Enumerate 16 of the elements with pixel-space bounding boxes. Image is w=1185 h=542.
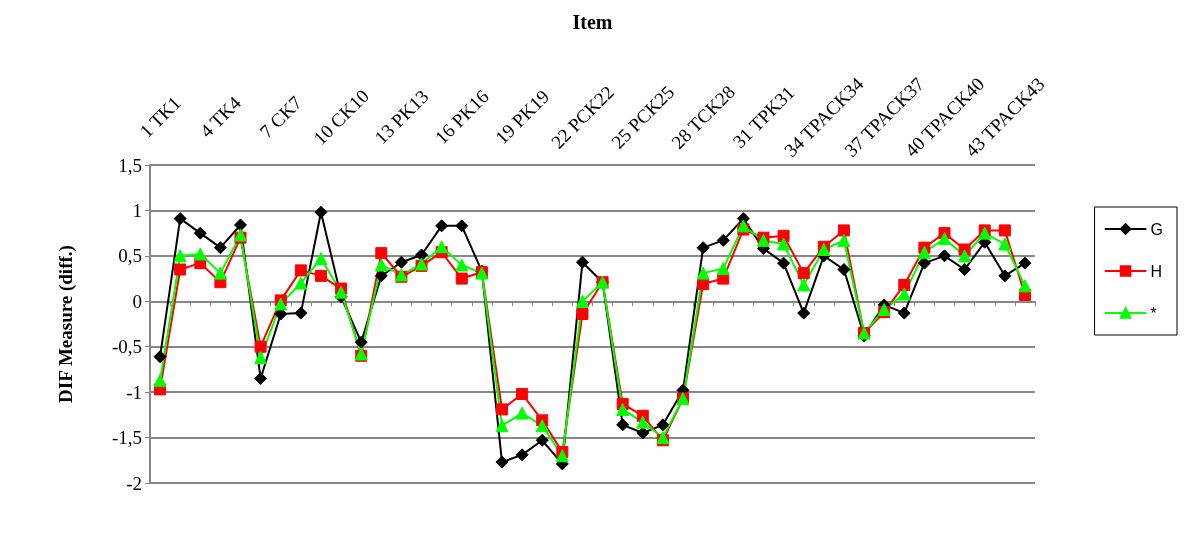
x-tick-label: 4 TK4 — [195, 92, 246, 142]
y-tick-label: -2 — [126, 472, 142, 494]
y-tick-label: 0,5 — [118, 245, 142, 267]
y-tick-label: 1 — [132, 199, 142, 221]
legend-label: * — [1150, 304, 1157, 322]
y-tick-label: -1,5 — [111, 427, 142, 449]
y-axis-title: DIF Measure (diff.) — [55, 245, 77, 403]
legend-label: G — [1150, 220, 1164, 238]
legend-label: H — [1150, 262, 1163, 280]
y-tick-label: 0 — [132, 290, 142, 312]
x-axis-title: Item — [572, 11, 613, 33]
y-tick-label: -0,5 — [111, 336, 142, 358]
y-tick-label: 1,5 — [118, 154, 142, 176]
x-tick-label: 7 CK7 — [255, 91, 306, 143]
y-tick-label: -1 — [126, 381, 142, 403]
x-tick-label: 1 TK1 — [135, 92, 185, 142]
